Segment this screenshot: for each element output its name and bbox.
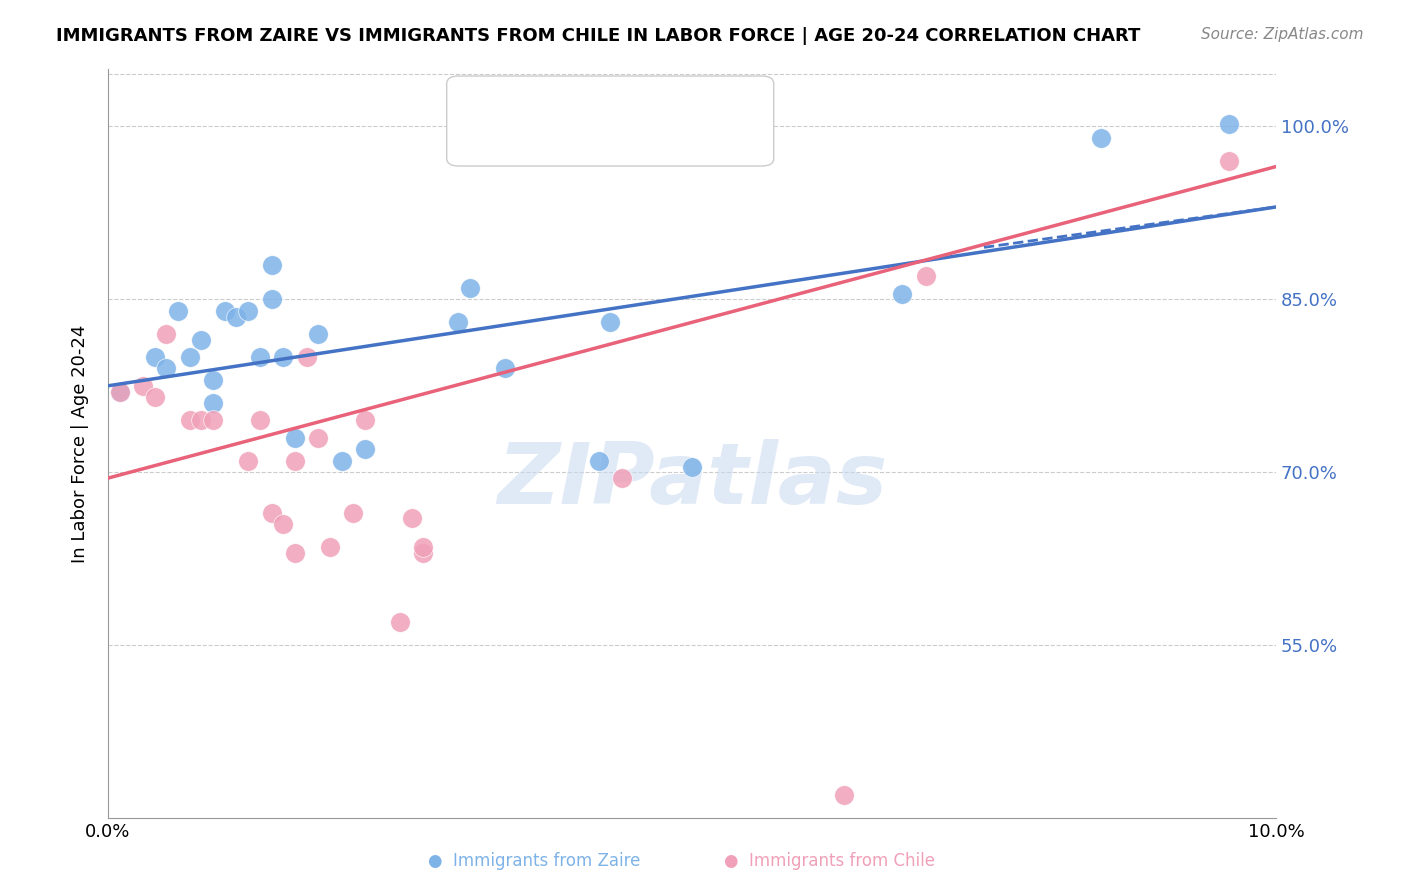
Point [155, 326, 177, 341]
Point [307, 431, 329, 445]
Point [249, 413, 271, 427]
Point [610, 471, 633, 485]
Point [681, 459, 703, 474]
Point [1090, 130, 1112, 145]
Point [342, 506, 364, 520]
Point [412, 541, 434, 555]
Point [447, 315, 470, 329]
Point [271, 517, 294, 532]
Point [284, 454, 307, 468]
Point [260, 293, 283, 307]
Point [236, 454, 259, 468]
Legend:   R = 0.425    N = 28,   R = 0.416    N = 26: R = 0.425 N = 28, R = 0.416 N = 26 [467, 89, 718, 156]
Point [108, 384, 131, 399]
Point [588, 454, 610, 468]
FancyBboxPatch shape [447, 76, 773, 166]
Point [249, 350, 271, 364]
Point [412, 546, 434, 560]
Point [458, 281, 481, 295]
Y-axis label: In Labor Force | Age 20-24: In Labor Force | Age 20-24 [72, 325, 89, 563]
Point [260, 506, 283, 520]
Point [179, 350, 201, 364]
Point [214, 303, 236, 318]
Point [143, 350, 166, 364]
Point [271, 350, 294, 364]
Point [284, 546, 307, 560]
Point [307, 326, 329, 341]
Point [891, 286, 914, 301]
Point [155, 361, 177, 376]
Text: IMMIGRANTS FROM ZAIRE VS IMMIGRANTS FROM CHILE IN LABOR FORCE | AGE 20-24 CORREL: IMMIGRANTS FROM ZAIRE VS IMMIGRANTS FROM… [56, 27, 1140, 45]
Point [179, 413, 201, 427]
Point [295, 350, 318, 364]
Point [202, 396, 225, 410]
Point [190, 413, 212, 427]
Point [202, 413, 225, 427]
Text: ●  Immigrants from Chile: ● Immigrants from Chile [724, 852, 935, 870]
Point [225, 310, 247, 324]
Point [132, 379, 155, 393]
Point [167, 303, 190, 318]
Text: ZIPatlas: ZIPatlas [496, 440, 887, 523]
Point [319, 541, 342, 555]
Point [202, 373, 225, 387]
Point [914, 269, 936, 284]
Point [1218, 117, 1240, 131]
Point [143, 390, 166, 404]
Point [236, 303, 259, 318]
Point [599, 315, 621, 329]
Point [1218, 153, 1240, 168]
Point [401, 511, 423, 525]
Text: ●  Immigrants from Zaire: ● Immigrants from Zaire [427, 852, 641, 870]
Point [284, 431, 307, 445]
Point [260, 258, 283, 272]
Point [388, 615, 411, 630]
Point [330, 454, 353, 468]
Point [354, 442, 377, 457]
Point [832, 789, 855, 803]
Point [354, 413, 377, 427]
Text: Source: ZipAtlas.com: Source: ZipAtlas.com [1201, 27, 1364, 42]
Point [190, 333, 212, 347]
Point [494, 361, 516, 376]
Point [108, 384, 131, 399]
